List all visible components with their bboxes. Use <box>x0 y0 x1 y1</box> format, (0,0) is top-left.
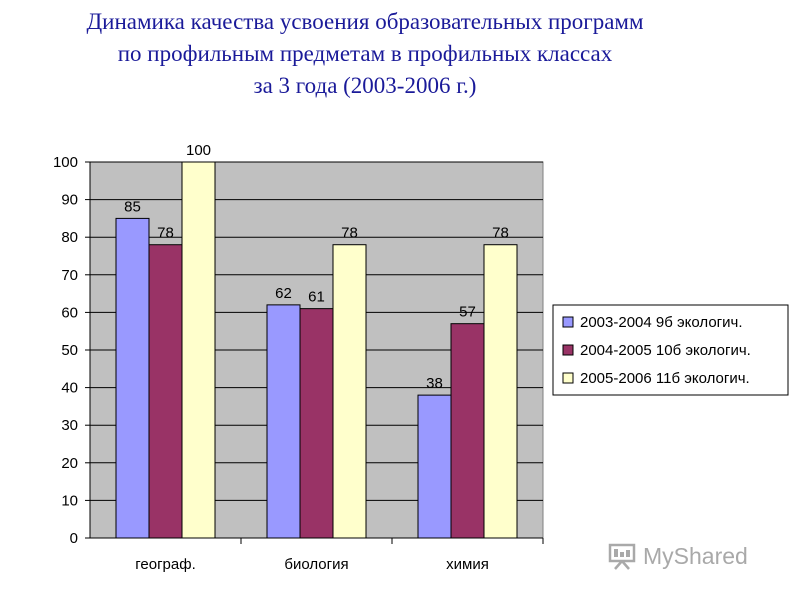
x-category-label: химия <box>446 556 489 573</box>
bar <box>332 244 367 539</box>
y-tick-label: 20 <box>61 455 78 472</box>
presentation-board-icon <box>608 543 636 570</box>
data-label: 78 <box>157 225 174 242</box>
data-label: 62 <box>275 285 292 302</box>
y-tick-label: 60 <box>61 304 78 321</box>
y-tick-label: 70 <box>61 267 78 284</box>
watermark-text: MyShared <box>643 542 748 569</box>
legend <box>552 304 789 396</box>
bar <box>181 161 216 539</box>
x-category-label: географ. <box>135 556 196 573</box>
y-tick-label: 90 <box>61 192 78 209</box>
y-tick-label: 50 <box>61 342 78 359</box>
data-label: 61 <box>308 289 325 306</box>
bar <box>266 304 301 539</box>
bar <box>417 394 452 539</box>
legend-swatch <box>562 316 574 328</box>
bar <box>450 323 485 539</box>
title-line-1: Динамика качества усвоения образовательн… <box>86 9 644 34</box>
legend-swatch <box>562 344 574 356</box>
y-tick-label: 40 <box>61 380 78 397</box>
y-tick-label: 10 <box>61 492 78 509</box>
data-label: 78 <box>492 225 509 242</box>
legend-swatch <box>562 372 574 384</box>
y-tick-label: 30 <box>61 417 78 434</box>
legend-label: 2003-2004 9б экологич. <box>580 314 743 331</box>
chart-title: Динамика качества усвоения образовательн… <box>0 6 730 102</box>
bar <box>115 217 150 539</box>
title-line-3: за 3 года (2003-2006 г.) <box>253 73 477 98</box>
legend-label: 2005-2006 11б экологич. <box>580 370 750 387</box>
data-label: 57 <box>459 304 476 321</box>
data-label: 78 <box>341 225 358 242</box>
data-label: 38 <box>426 375 443 392</box>
legend-label: 2004-2005 10б экологич. <box>580 342 751 359</box>
y-tick-label: 80 <box>61 229 78 246</box>
data-label: 100 <box>186 142 211 159</box>
watermark: MyShared <box>607 536 777 576</box>
y-tick-label: 0 <box>70 530 78 547</box>
x-category-label: биология <box>284 556 348 573</box>
y-tick-label: 100 <box>53 154 78 171</box>
bar <box>299 308 334 539</box>
title-line-2: по профильным предметам в профильных кла… <box>117 41 613 66</box>
bar <box>483 244 518 539</box>
bar <box>148 244 183 539</box>
data-label: 85 <box>124 198 141 215</box>
